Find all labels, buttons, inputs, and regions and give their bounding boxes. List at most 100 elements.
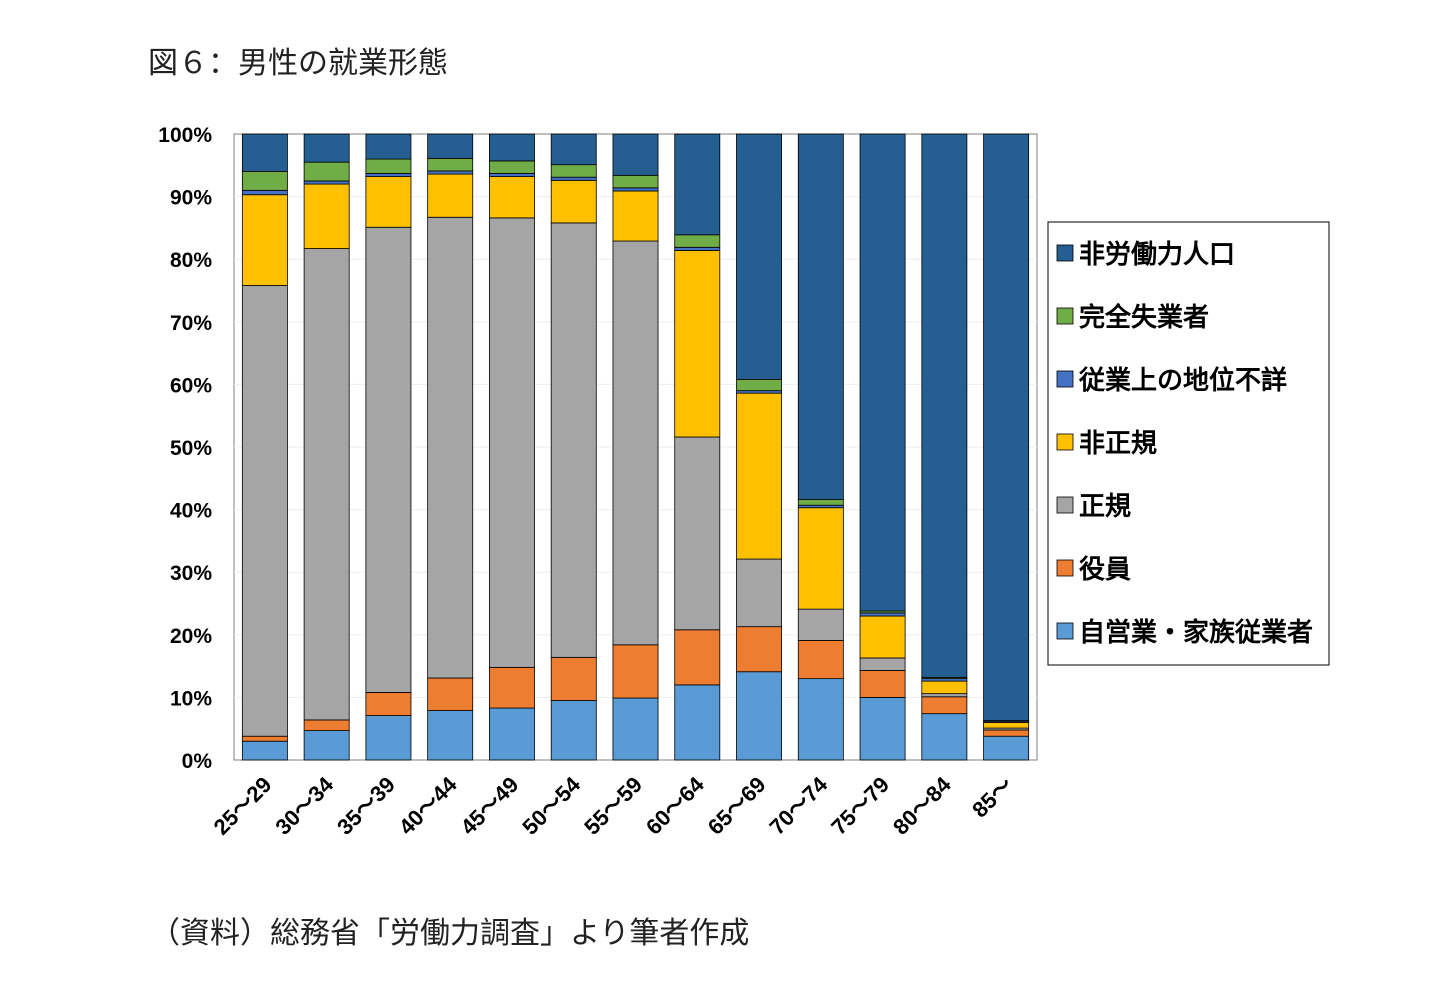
bar-segment	[612, 697, 659, 761]
legend-label: 役員	[1079, 555, 1131, 585]
bar-segment	[550, 133, 597, 166]
bar-segment	[736, 378, 782, 392]
x-tick-label: 25～29	[209, 772, 277, 840]
bar-segment	[427, 216, 474, 679]
bar-segment	[303, 180, 350, 185]
bar-segment	[365, 715, 412, 761]
x-tick-label: 65～69	[703, 772, 771, 840]
bar-segment	[550, 222, 597, 658]
source-note: （資料）総務省「労働力調査」より筆者作成	[150, 916, 750, 951]
bar-segment	[674, 684, 721, 761]
bar-segment	[859, 670, 906, 698]
bar-group	[550, 133, 597, 761]
bar-segment	[921, 680, 968, 695]
bar-group	[241, 133, 288, 761]
bar-group	[797, 133, 844, 761]
y-tick-label: 90%	[170, 187, 212, 210]
bar-segment	[736, 626, 782, 673]
bar-segment	[365, 176, 412, 228]
bar-segment	[489, 666, 535, 709]
bar-segment	[921, 696, 968, 715]
bar-segment	[489, 176, 535, 219]
bar-segment	[489, 217, 535, 668]
bar-segment	[674, 234, 721, 248]
bar-segment	[303, 248, 350, 721]
y-tick-label: 70%	[170, 312, 212, 335]
bar-segment	[489, 160, 535, 174]
bar-segment	[427, 677, 474, 711]
bar-segment	[859, 612, 906, 617]
y-tick-label: 100%	[158, 124, 212, 147]
bar-segment	[489, 707, 535, 761]
legend-swatch	[1056, 244, 1074, 262]
bar-segment	[674, 246, 721, 251]
y-tick-label: 40%	[170, 500, 212, 523]
bar-segment	[736, 392, 782, 560]
x-axis: 25～2930～3435～3940～4445～4950～5455～5960～64…	[209, 771, 1018, 839]
legend-item: 完全失業者	[1056, 302, 1209, 333]
bar-segment	[612, 133, 659, 176]
bar-segment	[550, 656, 597, 701]
bar-segment	[303, 730, 350, 761]
bar-group	[983, 133, 1030, 761]
y-tick-label: 10%	[170, 687, 212, 710]
bar-segment	[489, 133, 535, 162]
stacked-bar-chart: 0%10%20%30%40%50%60%70%80%90%100% 25～293…	[158, 124, 1330, 840]
y-tick-label: 60%	[170, 374, 212, 397]
bar-segment	[983, 722, 1030, 729]
bar-segment	[921, 693, 968, 698]
bar-segment	[241, 171, 288, 191]
legend-swatch	[1056, 496, 1074, 514]
x-tick-label: 50～54	[517, 771, 585, 839]
bar-segment	[550, 164, 597, 178]
bar-segment	[241, 735, 288, 742]
bar-segment	[550, 179, 597, 224]
bar-segment	[612, 174, 659, 189]
bar-segment	[427, 710, 474, 761]
bar-segment	[797, 133, 844, 500]
bar-segment	[303, 183, 350, 249]
bar-segment	[550, 700, 597, 761]
legend-swatch	[1056, 433, 1074, 451]
bar-segment	[427, 133, 474, 159]
y-tick-label: 30%	[170, 562, 212, 585]
bar-group	[365, 133, 412, 761]
bar-segment	[365, 133, 412, 160]
legend-label: 非労働力人口	[1079, 240, 1235, 270]
x-tick-label: 80～84	[888, 771, 956, 839]
bar-segment	[674, 250, 721, 438]
bar-group	[612, 133, 659, 761]
bar-segment	[489, 173, 535, 177]
bar-segment	[303, 133, 350, 163]
bar-segment	[736, 671, 782, 761]
bar-segment	[797, 499, 844, 506]
bar-segment	[427, 158, 474, 172]
bar-segment	[983, 133, 1030, 721]
legend-label: 非正規	[1079, 429, 1157, 459]
bar-segment	[797, 640, 844, 680]
bar-segment	[674, 629, 721, 686]
y-tick-label: 0%	[182, 750, 213, 773]
legend-item: 正規	[1056, 492, 1131, 522]
bar-segment	[427, 173, 474, 218]
bar-segment	[983, 735, 1030, 761]
bar-segment	[859, 615, 906, 659]
bar-segment	[921, 713, 968, 761]
bar-segment	[674, 436, 721, 631]
bar-segment	[859, 133, 906, 612]
x-tick-label: 30～34	[270, 771, 338, 839]
bar-segment	[241, 189, 288, 196]
bar-segment	[736, 133, 782, 380]
bar-segment	[427, 170, 474, 175]
bar-segment	[550, 176, 597, 181]
y-tick-label: 20%	[170, 625, 212, 648]
bar-group	[736, 133, 782, 761]
x-tick-label: 45～49	[456, 772, 524, 840]
bar-segment	[365, 158, 412, 174]
legend-item: 非労働力人口	[1056, 240, 1235, 270]
legend-item: 役員	[1056, 555, 1131, 585]
legend-swatch	[1056, 622, 1074, 640]
bar-group	[303, 133, 350, 761]
bar-segment	[303, 719, 350, 731]
